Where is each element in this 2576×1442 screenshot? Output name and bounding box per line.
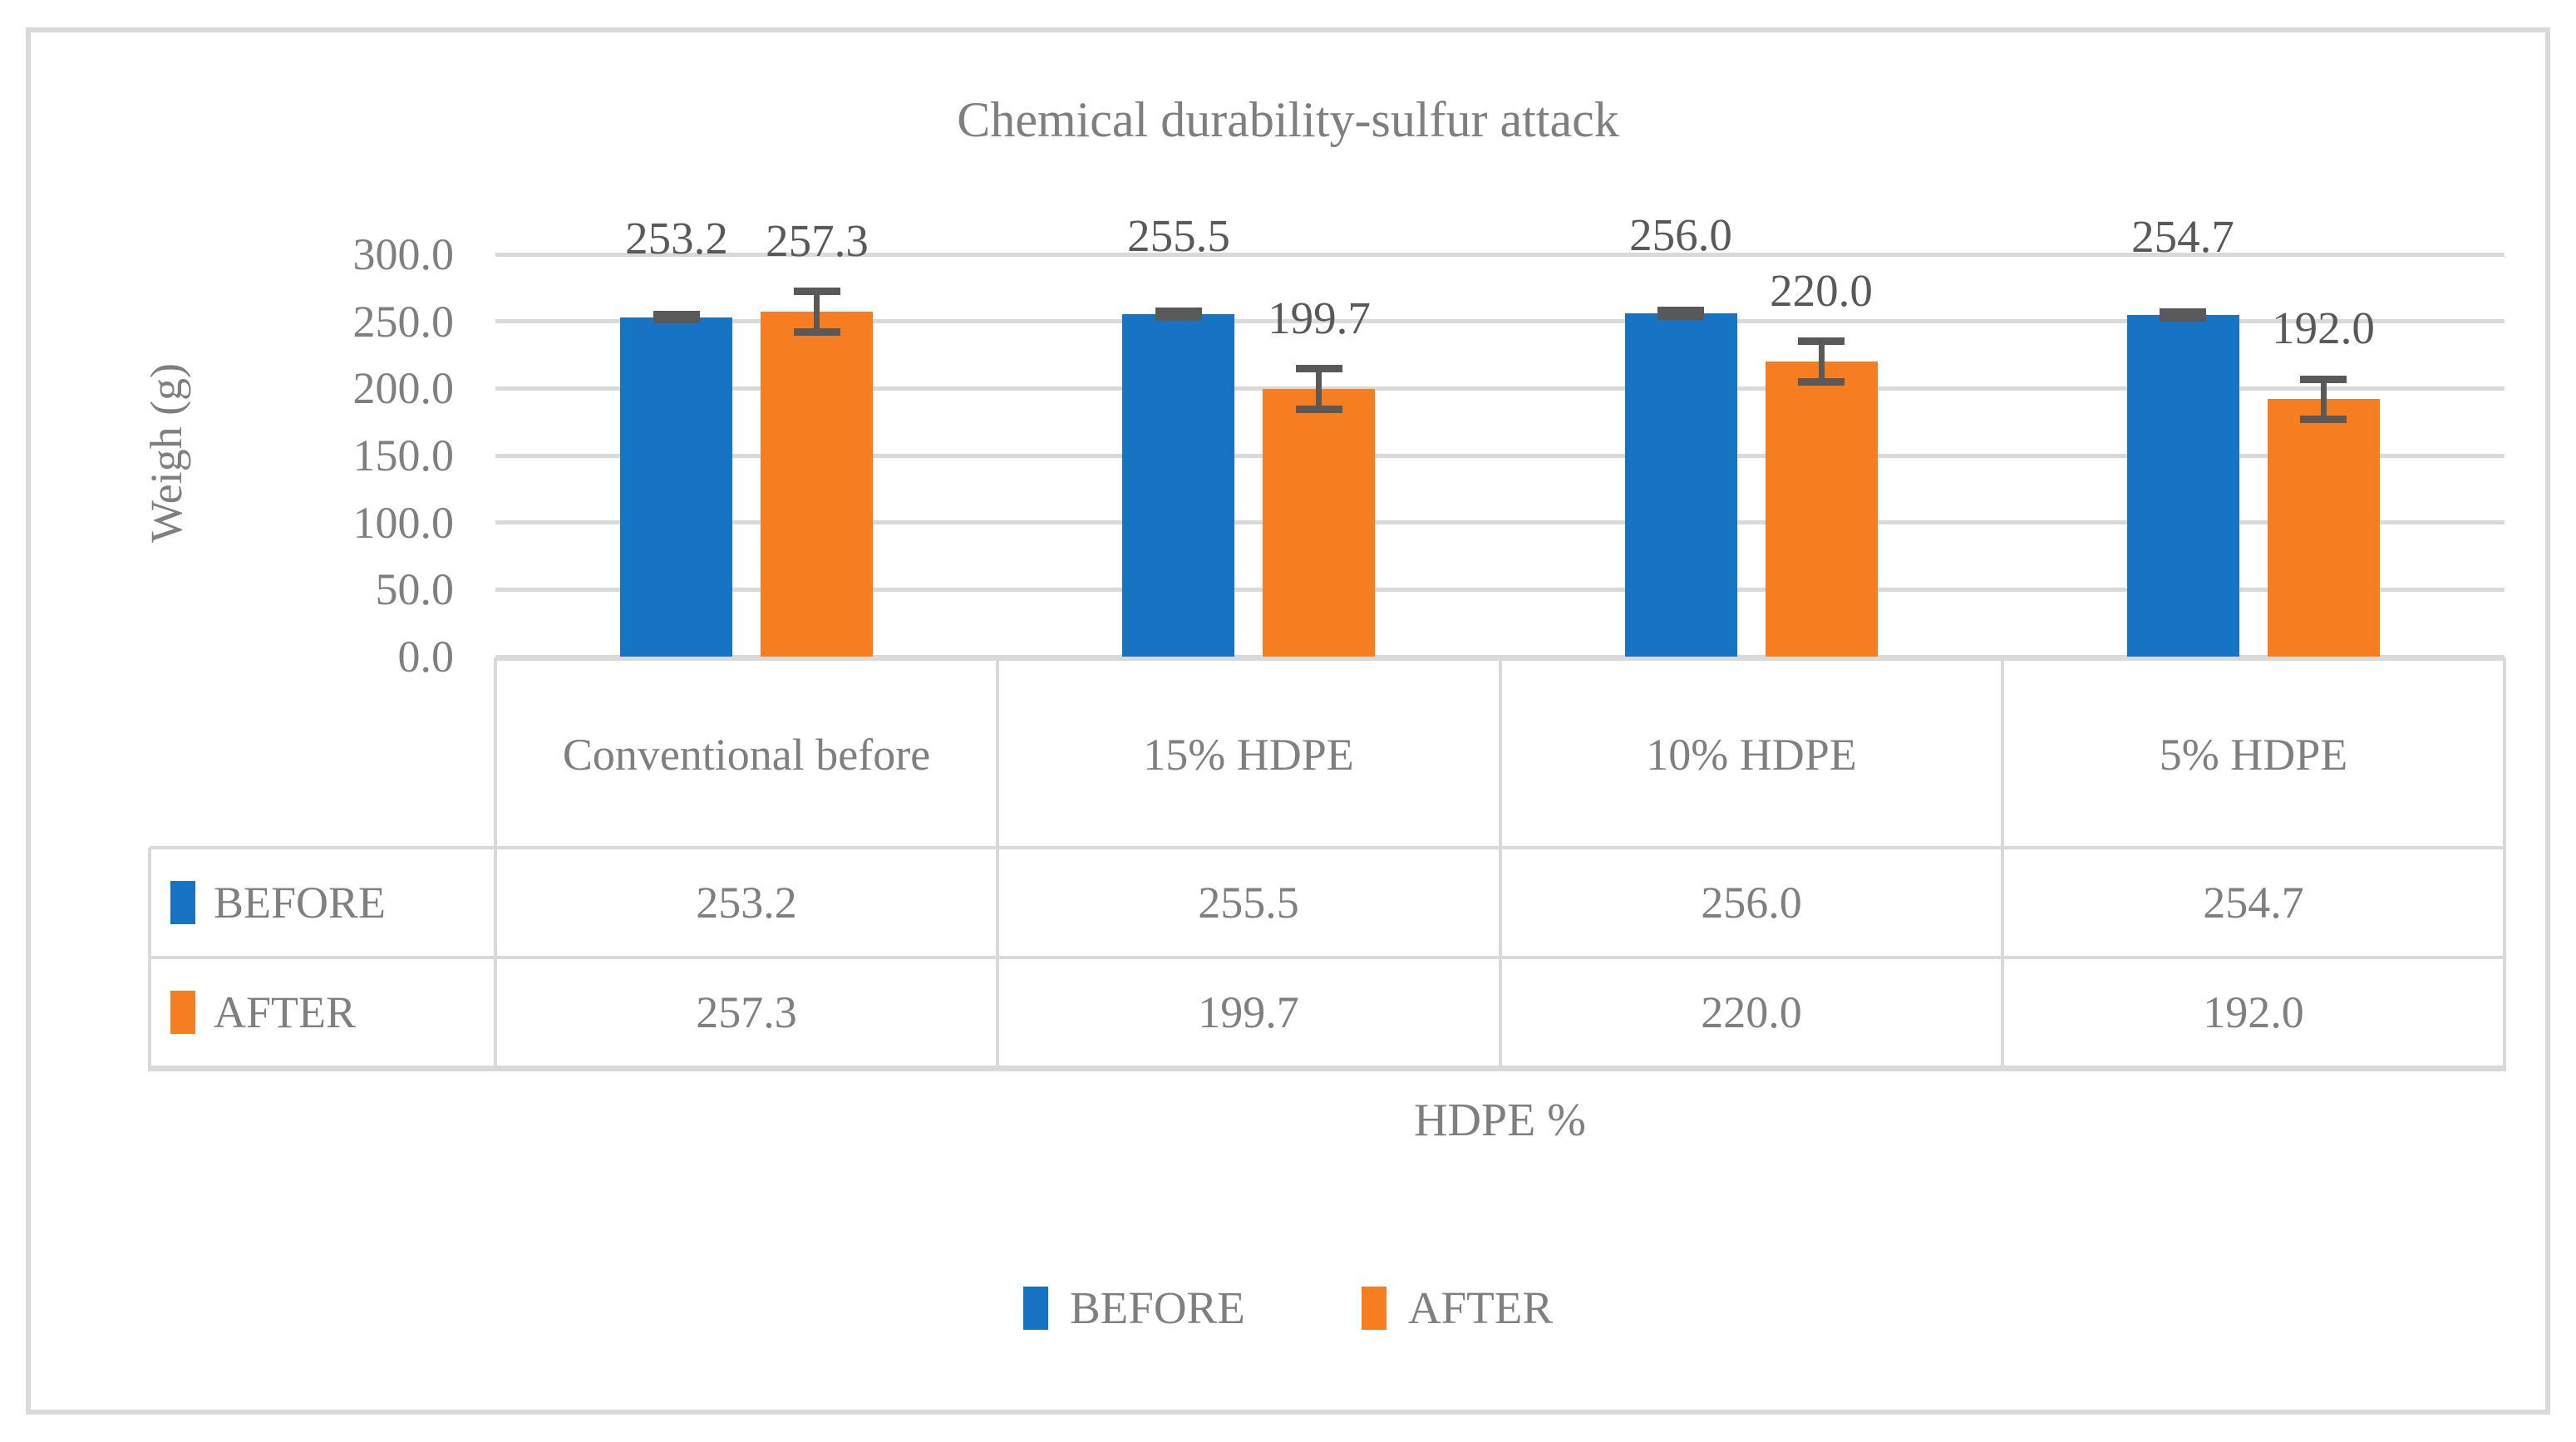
data-label-after-2: 199.7	[1268, 293, 1371, 343]
table-value-cell: 255.5	[1198, 878, 1299, 928]
legend-item-after: AFTER	[1361, 1282, 1554, 1334]
legend: BEFORE AFTER	[0, 1282, 2576, 1334]
error-bar-cap-bottom	[1798, 378, 1845, 386]
table-header-cell: Conventional before	[562, 729, 931, 780]
gridline	[495, 520, 2505, 524]
gridline	[495, 454, 2505, 458]
x-axis-title: HDPE %	[1414, 1095, 1586, 1146]
error-bar-cap-top	[2300, 376, 2347, 383]
error-bar-cap-bottom	[2300, 416, 2347, 423]
error-bar-cap-bottom	[1296, 406, 1342, 413]
table-value-cell: 199.7	[1198, 987, 1299, 1037]
gridline	[495, 253, 2505, 257]
error-bar-cap-top	[794, 288, 840, 295]
bar-after-4	[2268, 399, 2380, 657]
table-column-border	[2503, 657, 2506, 1067]
table-row-divider	[150, 846, 2505, 849]
y-tick-label: 200.0	[352, 363, 455, 413]
table-value-cell: 257.3	[696, 987, 797, 1037]
bar-after-1	[761, 312, 873, 657]
legend-label-before: BEFORE	[1069, 1282, 1245, 1333]
chart-title: Chemical durability-sulfur attack	[957, 92, 1619, 147]
error-bar-cap-bottom	[1657, 313, 1704, 320]
data-label-before-2: 255.5	[1127, 210, 1230, 261]
data-label-after-1: 257.3	[766, 215, 869, 266]
table-row-label-text: AFTER	[214, 987, 357, 1037]
gridline	[495, 588, 2505, 592]
gridline	[495, 386, 2505, 391]
table-label-column-border	[148, 848, 151, 1067]
table-column-border	[1499, 657, 1502, 1067]
error-bar-cap-top	[1798, 337, 1845, 345]
legend-swatch-before	[1022, 1286, 1048, 1330]
error-bar-cap-top	[1296, 365, 1342, 372]
error-bar-line	[1819, 342, 1825, 381]
data-label-before-1: 253.2	[625, 213, 728, 263]
error-bar-cap-top	[1155, 308, 1202, 315]
legend-item-before: BEFORE	[1022, 1282, 1245, 1334]
y-tick-label: 0.0	[397, 632, 455, 682]
bar-before-2	[1122, 314, 1234, 657]
gridline	[495, 319, 2505, 323]
table-value-cell: 192.0	[2203, 987, 2304, 1037]
error-bar-cap-top	[2160, 308, 2206, 316]
legend-label-after: AFTER	[1407, 1282, 1554, 1333]
error-bar-cap-top	[1657, 307, 1704, 314]
error-bar-cap-bottom	[794, 328, 840, 336]
error-bar-cap-top	[653, 311, 700, 318]
error-bar-cap-bottom	[1155, 313, 1202, 321]
chart-border	[26, 27, 2550, 1415]
bar-after-3	[1766, 362, 1878, 657]
table-header-cell: 10% HDPE	[1646, 729, 1857, 780]
table-header-cell: 5% HDPE	[2159, 729, 2348, 780]
table-header-cell: 15% HDPE	[1143, 729, 1354, 780]
table-value-cell: 220.0	[1701, 987, 1802, 1037]
y-axis-title: Weigh (g)	[141, 362, 191, 544]
y-tick-label: 300.0	[352, 229, 455, 279]
legend-key-after	[170, 991, 195, 1034]
table-row-label-text: BEFORE	[214, 878, 387, 928]
table-border-bottom	[148, 1066, 2506, 1071]
table-column-border	[494, 657, 497, 1067]
error-bar-line	[1316, 369, 1322, 409]
table-row-label-before: BEFORE	[170, 848, 623, 957]
table-row-divider	[150, 956, 2505, 959]
data-label-after-4: 192.0	[2272, 303, 2375, 353]
y-tick-label: 100.0	[352, 498, 455, 548]
table-value-cell: 256.0	[1701, 878, 1802, 928]
table-row-label-after: AFTER	[170, 957, 623, 1067]
table-value-cell: 253.2	[696, 878, 797, 928]
error-bar-line	[2321, 379, 2327, 419]
bar-before-4	[2127, 315, 2239, 657]
gridline	[495, 655, 2505, 659]
bar-before-1	[620, 317, 732, 657]
y-tick-label: 50.0	[375, 564, 455, 614]
table-column-border	[996, 657, 999, 1067]
data-label-before-4: 254.7	[2131, 211, 2234, 262]
bar-after-2	[1263, 389, 1375, 657]
y-tick-label: 150.0	[352, 431, 455, 480]
error-bar-cap-bottom	[653, 316, 700, 323]
error-bar-cap-bottom	[2160, 314, 2206, 322]
data-label-before-3: 256.0	[1629, 209, 1732, 260]
data-label-after-3: 220.0	[1770, 265, 1873, 316]
table-value-cell: 254.7	[2203, 878, 2304, 928]
error-bar-line	[814, 292, 820, 332]
legend-key-before	[170, 881, 195, 924]
y-tick-label: 250.0	[352, 297, 455, 347]
legend-swatch-after	[1361, 1286, 1387, 1330]
table-column-border	[2001, 657, 2004, 1067]
bar-before-3	[1625, 313, 1737, 657]
